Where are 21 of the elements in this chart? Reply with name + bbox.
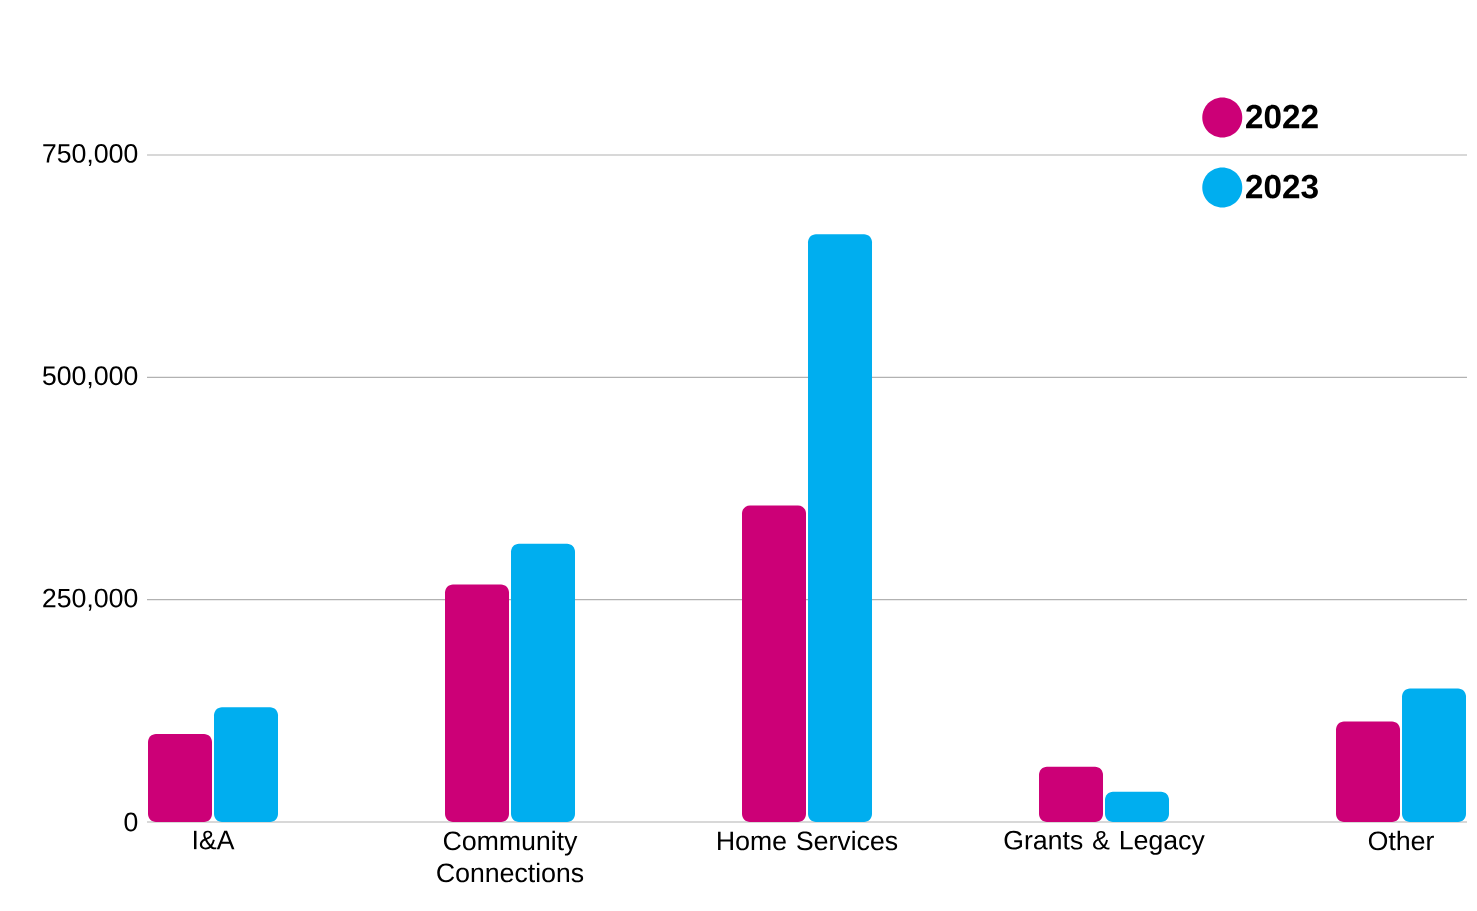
bar: [1336, 721, 1401, 822]
bar: [148, 733, 212, 822]
bar: [214, 707, 278, 822]
x-tick-label: Other: [1368, 830, 1434, 851]
bar: [742, 505, 807, 822]
x-tick-label: Grants & Legacy: [1004, 830, 1205, 855]
y-tick-label: 500,000: [42, 366, 138, 389]
bar: [1105, 791, 1170, 822]
x-tick-label: I&A: [193, 830, 235, 850]
bar: [1039, 766, 1104, 822]
bar: [445, 584, 510, 822]
x-tick-label: Community Connections: [437, 830, 584, 883]
y-tick-label: 0: [124, 812, 138, 832]
legend-label: 2023: [1246, 174, 1318, 199]
bar: [511, 543, 576, 822]
bar: [808, 234, 873, 822]
bar: [1402, 688, 1467, 822]
y-tick-label: 250,000: [43, 588, 138, 611]
y-tick-label: 750,000: [43, 143, 138, 167]
legend-label: 2022: [1246, 104, 1318, 129]
x-tick-label: Home Services: [718, 830, 898, 851]
